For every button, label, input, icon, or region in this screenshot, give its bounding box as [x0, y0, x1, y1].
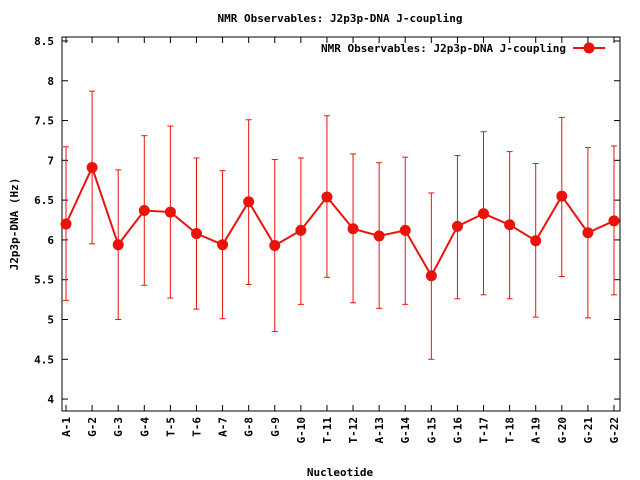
data-point	[504, 219, 516, 231]
y-tick-label: 8.5	[34, 35, 54, 48]
data-points	[60, 162, 620, 282]
x-tick-label: G-20	[556, 417, 569, 444]
x-tick-label: A-19	[530, 417, 543, 444]
x-tick-label: G-4	[138, 417, 151, 437]
plot-area-frame	[61, 36, 621, 412]
x-tick-label: T-11	[321, 417, 334, 444]
data-point	[451, 220, 463, 232]
x-tick-label: T-18	[504, 417, 517, 444]
x-tick-label: G-16	[451, 417, 464, 444]
data-point	[86, 162, 98, 174]
y-axis-label: J2p3p-DNA (Hz)	[8, 178, 21, 271]
series-line-group	[65, 164, 615, 278]
chart-title: NMR Observables: J2p3p-DNA J-coupling	[217, 12, 462, 25]
legend-marker	[583, 42, 595, 54]
x-tick-label: A-1	[60, 417, 73, 437]
y-tick-label: 4.5	[34, 353, 54, 366]
data-point	[112, 239, 124, 251]
x-tick-label: G-8	[243, 417, 256, 437]
data-point	[295, 224, 307, 236]
y-tick-label: 5	[47, 313, 54, 326]
x-tick-label: G-3	[112, 417, 125, 437]
x-ticks: A-1 G-2 G-3 G-4 T-5 T-6 A-7 G-8 G-9 G-10 T-11 T-12 A…	[60, 37, 621, 444]
y-tick-label: 7	[47, 154, 54, 167]
x-tick-label: A-13	[373, 417, 386, 444]
x-axis-label: Nucleotide	[307, 466, 374, 479]
x-tick-label: G-22	[608, 417, 621, 444]
x-tick-label: G-9	[269, 417, 282, 437]
data-point	[373, 230, 385, 242]
data-point	[478, 208, 490, 220]
y-tick-label: 6.5	[34, 194, 54, 207]
legend-label: NMR Observables: J2p3p-DNA J-coupling	[321, 42, 566, 55]
data-point	[399, 224, 411, 236]
y-tick-label: 8	[47, 75, 54, 88]
error-bars	[63, 90, 617, 360]
data-point	[608, 215, 620, 227]
data-point	[190, 228, 202, 240]
x-tick-label: G-10	[295, 417, 308, 444]
data-point	[164, 206, 176, 218]
data-point	[269, 239, 281, 251]
x-tick-label: T-17	[478, 417, 491, 444]
x-tick-label: G-14	[399, 417, 412, 444]
data-point	[138, 204, 150, 216]
x-tick-label: T-6	[190, 417, 203, 437]
data-point	[321, 191, 333, 203]
x-tick-label: T-5	[164, 417, 177, 437]
data-point	[556, 190, 568, 202]
data-point	[217, 239, 229, 251]
x-tick-label: G-2	[86, 417, 99, 437]
x-tick-label: G-21	[582, 417, 595, 444]
y-tick-label: 6	[47, 234, 54, 247]
x-tick-label: G-15	[425, 417, 438, 444]
legend: NMR Observables: J2p3p-DNA J-coupling	[321, 42, 605, 55]
data-point	[530, 235, 542, 247]
y-tick-label: 7.5	[34, 115, 54, 128]
data-point	[347, 223, 359, 235]
y-ticks: 4 4.5 5 5.5 6 6.5 7 7.5 8 8.5	[34, 35, 620, 406]
data-point	[582, 227, 594, 239]
data-point	[425, 270, 437, 282]
x-tick-label: A-7	[217, 417, 230, 437]
y-tick-label: 4	[47, 393, 54, 406]
y-tick-label: 5.5	[34, 274, 54, 287]
data-point	[243, 196, 255, 208]
data-point	[60, 218, 72, 230]
series-line	[65, 164, 615, 278]
x-tick-label: T-12	[347, 417, 360, 444]
